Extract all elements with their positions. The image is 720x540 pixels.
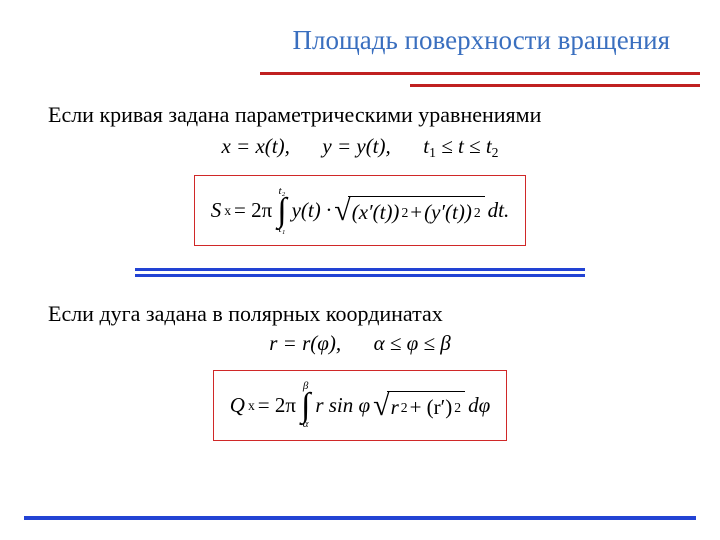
title-underline-2 — [410, 84, 700, 87]
lhs-S: S — [211, 200, 222, 221]
eq-range-phi: α ≤ φ ≤ β — [374, 331, 451, 355]
page-title: Площадь поверхности вращения — [40, 25, 680, 56]
section2-text: Если дуга задана в полярных координатах — [48, 301, 680, 327]
eq-y: y = y(t), — [322, 134, 390, 158]
title-underline-1 — [260, 72, 700, 75]
bottom-rule — [24, 516, 696, 520]
eq-x: x = x(t), — [221, 134, 289, 158]
formula-box-polar: Qx = 2π β ∫ α r sin φ √ r2 + (r′)2 dφ — [213, 370, 507, 441]
eq-r: r = r(φ), — [269, 331, 341, 355]
formula-box-parametric: Sx = 2π t₂ ∫ t₁ y(t) · √ (x′(t))2 + (y′(… — [194, 175, 527, 246]
sqrt-expr-2: √ r2 + (r′)2 — [373, 391, 465, 421]
lhs-Q: Q — [230, 395, 245, 416]
section-divider — [135, 268, 585, 277]
integrand-rsinphi: r sin φ — [315, 395, 370, 416]
section2-polar-eq: r = r(φ), α ≤ φ ≤ β — [40, 331, 680, 356]
integral-sign: t₂ ∫ t₁ — [277, 186, 286, 235]
section1-parametric-eq: x = x(t), y = y(t), t1 ≤ t ≤ t2 — [40, 134, 680, 161]
section1-text: Если кривая задана параметрическими урав… — [48, 102, 680, 128]
eq-2pi-2: = 2π — [258, 395, 296, 416]
integral-sign-2: β ∫ α — [301, 381, 310, 430]
slide: Площадь поверхности вращения Если кривая… — [0, 0, 720, 540]
eq-2pi: = 2π — [234, 200, 272, 221]
trailing-dt: dt. — [488, 200, 510, 221]
trailing-dphi: dφ — [468, 395, 490, 416]
sqrt-expr: √ (x′(t))2 + (y′(t))2 — [334, 196, 484, 226]
integrand-yt: y(t) · — [292, 200, 332, 221]
